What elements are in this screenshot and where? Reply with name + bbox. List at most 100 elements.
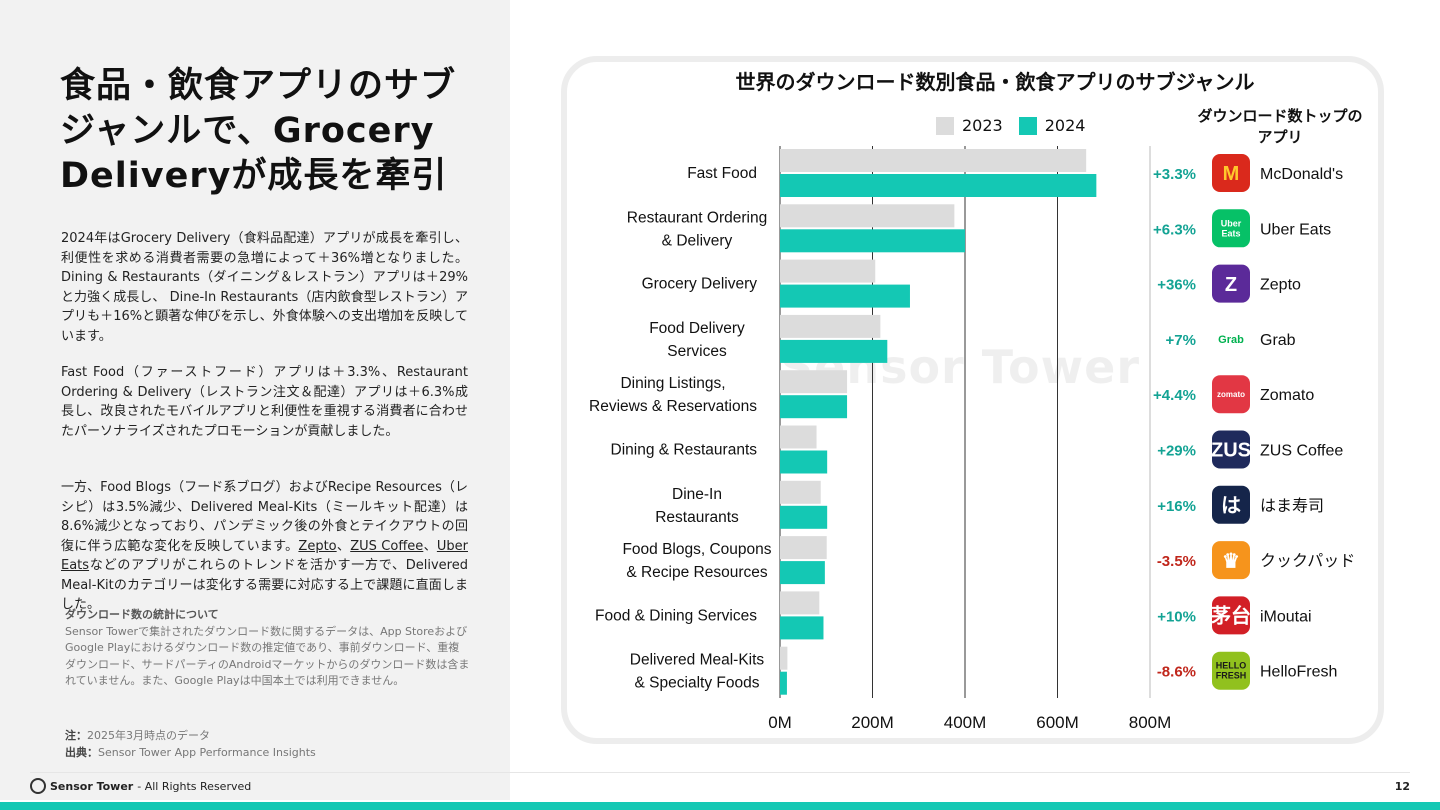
legend-swatch-2023 (936, 116, 954, 135)
cookpad-icon (1212, 541, 1250, 580)
bar-2024 (780, 561, 825, 585)
x-tick-label: 200M (851, 713, 894, 732)
growth-label: -3.5% (1157, 553, 1196, 570)
bar-2023 (780, 204, 955, 228)
growth-label: +4.4% (1153, 387, 1196, 404)
hama-sushi-icon (1212, 485, 1250, 524)
x-tick-label: 800M (1129, 713, 1172, 732)
growth-label: -8.6% (1157, 664, 1196, 681)
note-label: 注： (65, 729, 87, 742)
bar-2024 (780, 671, 787, 695)
chart-title: 世界のダウンロード数別食品・飲食アプリのサブジャンル (735, 70, 1255, 94)
bar-2023 (780, 425, 817, 449)
bar-2023 (780, 646, 788, 670)
category-label: Food Blogs, Coupons & Recipe Resources (622, 541, 771, 581)
category-label: Dining Listings, Reviews & Reservations (589, 375, 757, 415)
grab-icon (1211, 319, 1251, 359)
uber-eats-link[interactable]: Uber Eats (61, 538, 468, 574)
footer-divider (30, 772, 1410, 773)
footer-brand: Sensor Tower (50, 779, 134, 793)
zepto-icon (1212, 264, 1250, 303)
methodology-note: ダウンロード数の統計について Sensor Towerで集計されたダウンロード数… (65, 607, 470, 690)
bar-2024 (780, 284, 910, 308)
separator: 、 (336, 538, 351, 554)
growth-label: +3.3% (1153, 166, 1196, 183)
methodology-title: ダウンロード数の統計について (65, 608, 219, 621)
bar-2023 (780, 149, 1087, 172)
app-name: はま寿司 (1260, 497, 1324, 515)
app-name: McDonald's (1260, 166, 1343, 183)
grab-icon-glyph: Grab (1218, 334, 1244, 346)
footer-rights: - All Rights Reserved (137, 779, 252, 793)
category-label: Fast Food (687, 165, 757, 182)
app-name: ZUS Coffee (1260, 443, 1343, 460)
zus-coffee-link[interactable]: ZUS Coffee (350, 538, 424, 554)
app-name: Zepto (1260, 277, 1301, 294)
category-label: Food Delivery Services (649, 320, 745, 360)
imoutai-icon (1212, 596, 1250, 635)
paragraph-grocery: 2024年はGrocery Delivery（食料品配達）アプリが成長を牽引し、… (61, 231, 468, 344)
mcdonalds-icon-glyph: M (1223, 163, 1240, 185)
zepto-link[interactable]: Zepto (298, 538, 337, 554)
bar-2024 (780, 616, 824, 640)
uber-eats-icon-glyph: Uber Eats (1221, 218, 1242, 238)
zomato-icon-glyph: zomato (1217, 390, 1245, 399)
hellofresh-icon (1212, 651, 1250, 690)
app-name: Zomato (1260, 387, 1314, 404)
chart-legend: 2023 2024 (936, 116, 1101, 135)
growth-label: +16% (1157, 498, 1196, 515)
zus-coffee-icon (1212, 430, 1250, 469)
bar-2023 (780, 370, 848, 394)
growth-label: +7% (1166, 332, 1196, 349)
bar-2024 (780, 339, 888, 363)
growth-label: +6.3% (1153, 221, 1196, 238)
legend-item-2024: 2024 (1018, 116, 1086, 135)
bar-2023 (780, 314, 881, 338)
legend-item-2023: 2023 (936, 116, 1003, 135)
note-text: 2025年3月時点のデータ (87, 729, 210, 742)
app-name: クックパッド (1260, 552, 1355, 570)
growth-label: +36% (1157, 277, 1196, 294)
paragraph-fastfood: Fast Food（ファーストフード）アプリは＋3.3%、Restaurant … (61, 365, 468, 439)
bar-2024 (780, 174, 1097, 197)
bar-2024 (780, 229, 965, 253)
bar-2023 (780, 259, 876, 283)
left-panel (0, 0, 510, 800)
bar-2023 (780, 591, 820, 615)
bar-2023 (780, 536, 827, 560)
bar-2023 (780, 480, 821, 504)
footer-logo: Sensor Tower - All Rights Reserved (30, 778, 251, 794)
separator: 、 (423, 538, 437, 554)
paragraph-decline-text-a: 一方、Food Blogs（フード系ブログ）およびRecipe Resource… (61, 480, 468, 554)
imoutai-icon-glyph: 茅台 (1211, 604, 1251, 628)
category-label: Delivered Meal-Kits & Specialty Foods (630, 652, 765, 692)
top-apps-header: ダウンロード数トップの アプリ (1197, 107, 1363, 146)
legend-label-2024: 2024 (1044, 116, 1086, 135)
notes: 注：2025年3月時点のデータ 出典：Sensor Tower App Perf… (65, 727, 316, 761)
app-name: Uber Eats (1260, 221, 1331, 238)
zepto-icon-glyph: Z (1225, 274, 1237, 296)
bar-2024 (780, 505, 828, 529)
page-headline: 食品・飲食アプリのサブジャンルで、Grocery Deliveryが成長を牽引 (60, 66, 457, 196)
source-label: 出典： (65, 746, 98, 759)
zomato-icon (1212, 375, 1250, 414)
category-label: Dining & Restaurants (611, 442, 758, 459)
sensor-tower-logo-icon (30, 778, 46, 794)
category-label: Grocery Delivery (642, 276, 758, 293)
x-tick-label: 400M (944, 713, 987, 732)
hellofresh-icon-glyph: HELLO FRESH (1216, 661, 1247, 681)
paragraph-decline: 一方、Food Blogs（フード系ブログ）およびRecipe Resource… (61, 478, 468, 615)
hama-sushi-icon-glyph: は (1221, 495, 1241, 517)
bar-2024 (780, 395, 848, 419)
source-text: Sensor Tower App Performance Insights (98, 746, 316, 759)
x-tick-label: 600M (1036, 713, 1079, 732)
category-label: Food & Dining Services (595, 607, 757, 624)
cookpad-icon-glyph: ♛ (1222, 550, 1240, 572)
paragraph-decline-text-b: などのアプリがこれらのトレンドを活かす一方で、Delivered Meal-Ki… (61, 558, 468, 612)
bottom-accent-bar (0, 802, 1440, 810)
app-name: Grab (1260, 332, 1296, 349)
methodology-text: Sensor Towerで集計されたダウンロード数に関するデータは、App St… (65, 624, 470, 688)
growth-label: +10% (1157, 608, 1196, 625)
uber-eats-icon (1212, 209, 1250, 248)
